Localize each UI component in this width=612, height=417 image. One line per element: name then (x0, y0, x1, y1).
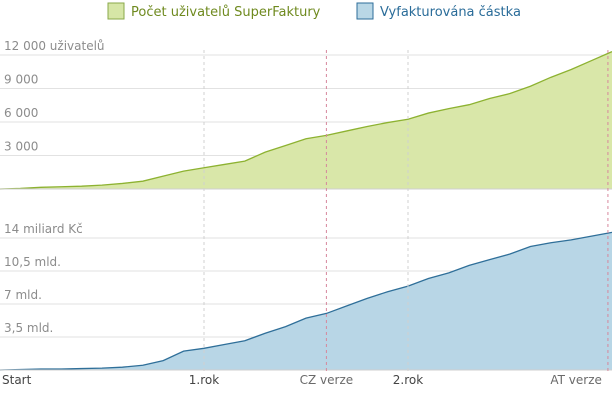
legend-label-invoiced: Vyfakturována částka (380, 5, 521, 20)
x-tick-label: 2.rok (393, 373, 423, 387)
x-tick-label: CZ verze (300, 373, 354, 387)
invoiced-ytick-label: 3,5 mld. (4, 321, 53, 335)
users-ytick-label: 12 000 uživatelů (4, 39, 105, 53)
users-ytick-label: 9 000 (4, 73, 38, 87)
users-ytick-label: 3 000 (4, 140, 38, 154)
invoiced-ytick-label: 10,5 mld. (4, 255, 61, 269)
invoiced-ytick-label: 14 miliard Kč (4, 222, 83, 236)
legend-swatch-users (107, 2, 125, 20)
x-tick-label: AT verze (550, 373, 602, 387)
legend: Počet uživatelů SuperFaktury Vyfakturová… (107, 2, 521, 20)
invoiced-series-line (0, 231, 612, 371)
users-ytick-label: 6 000 (4, 106, 38, 120)
x-tick-label: 1.rok (189, 373, 219, 387)
legend-swatch-invoiced (356, 2, 374, 20)
users-area (0, 51, 612, 190)
users-series-line (0, 51, 612, 190)
legend-label-users: Počet uživatelů SuperFaktury (131, 5, 321, 20)
invoiced-area (0, 232, 612, 370)
users-panel: 3 000 6 000 9 000 12 000 uživatelů (0, 39, 612, 190)
invoiced-ytick-label: 7 mld. (4, 288, 42, 302)
x-tick-label: Start (2, 373, 32, 387)
x-axis: Start 1.rok CZ verze 2.rok AT verze (2, 373, 602, 387)
invoiced-panel: 3,5 mld. 7 mld. 10,5 mld. 14 miliard Kč (0, 222, 612, 371)
